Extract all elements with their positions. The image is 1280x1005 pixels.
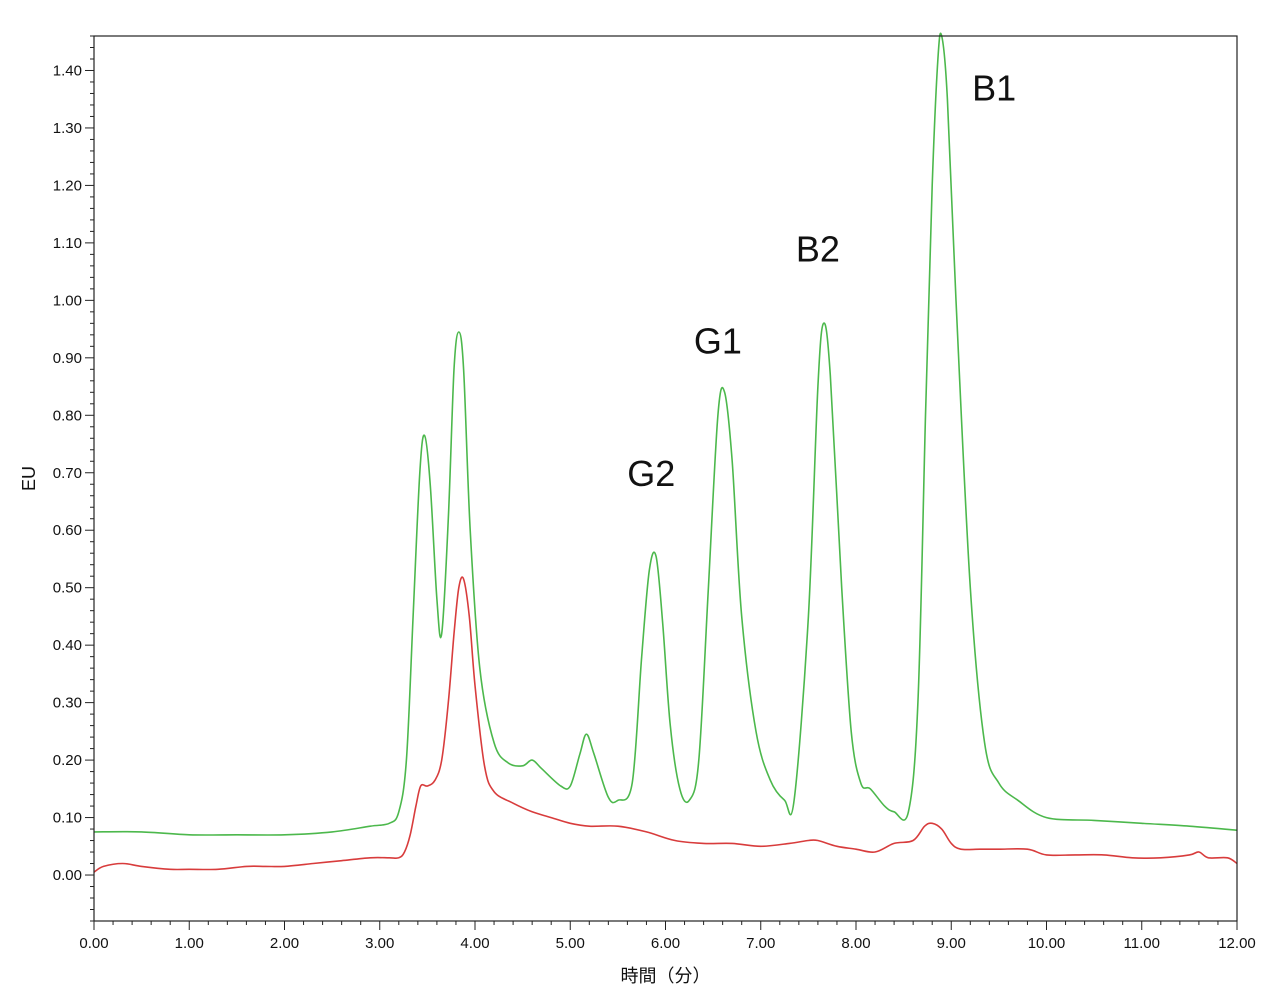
- x-tick-label: 4.00: [460, 935, 489, 952]
- x-tick-label: 2.00: [270, 935, 299, 952]
- x-tick-label: 7.00: [746, 935, 775, 952]
- x-tick-label: 3.00: [365, 935, 394, 952]
- series-layer: [93, 32, 1238, 873]
- red-trace: [93, 576, 1238, 873]
- x-tick-label: 8.00: [841, 935, 870, 952]
- y-tick-label: 0.90: [53, 350, 82, 367]
- x-axis-title: 時間（分）: [621, 966, 711, 986]
- y-tick-label: 1.10: [53, 235, 82, 252]
- y-tick-label: 1.30: [53, 120, 82, 137]
- peak-label-b2: B2: [796, 229, 840, 270]
- x-tick-label: 1.00: [175, 935, 204, 952]
- y-axis-ticks: 0.00 0.10 0.20 0.30 0.40 0.50 0.60 0.70 0.80 0.90…: [53, 35, 94, 922]
- y-tick-label: 0.40: [53, 637, 82, 654]
- y-tick-label: 0.10: [53, 810, 82, 827]
- x-tick-label: 0.00: [79, 935, 108, 952]
- y-tick-label: 1.40: [53, 62, 82, 79]
- y-tick-label: 0.30: [53, 695, 82, 712]
- y-tick-label: 0.70: [53, 465, 82, 482]
- y-tick-label: 0.60: [53, 522, 82, 539]
- plot-frame: [93, 35, 1238, 922]
- x-axis-ticks: 0.00 1.00 2.00 3.00 4.00 5.00 6.00 7.00 8.00 9.00…: [79, 921, 1256, 952]
- x-tick-label: 6.00: [651, 935, 680, 952]
- y-tick-label: 1.20: [53, 177, 82, 194]
- y-axis-title: EU: [19, 466, 39, 491]
- x-tick-label: 12.00: [1218, 935, 1256, 952]
- y-tick-label: 0.00: [53, 867, 82, 884]
- x-tick-label: 10.00: [1028, 935, 1066, 952]
- x-tick-label: 9.00: [937, 935, 966, 952]
- y-tick-label: 0.20: [53, 752, 82, 769]
- y-tick-label: 0.50: [53, 580, 82, 597]
- peak-label-g1: G1: [694, 321, 742, 362]
- x-tick-label: 11.00: [1124, 935, 1160, 952]
- peak-label-b1: B1: [972, 68, 1016, 109]
- peak-label-g2: G2: [627, 453, 675, 494]
- y-tick-label: 0.80: [53, 407, 82, 424]
- green-trace: [93, 32, 1238, 836]
- x-tick-label: 5.00: [556, 935, 585, 952]
- y-tick-label: 1.00: [53, 292, 82, 309]
- peak-labels: G2 G1 B2 B1: [627, 68, 1016, 494]
